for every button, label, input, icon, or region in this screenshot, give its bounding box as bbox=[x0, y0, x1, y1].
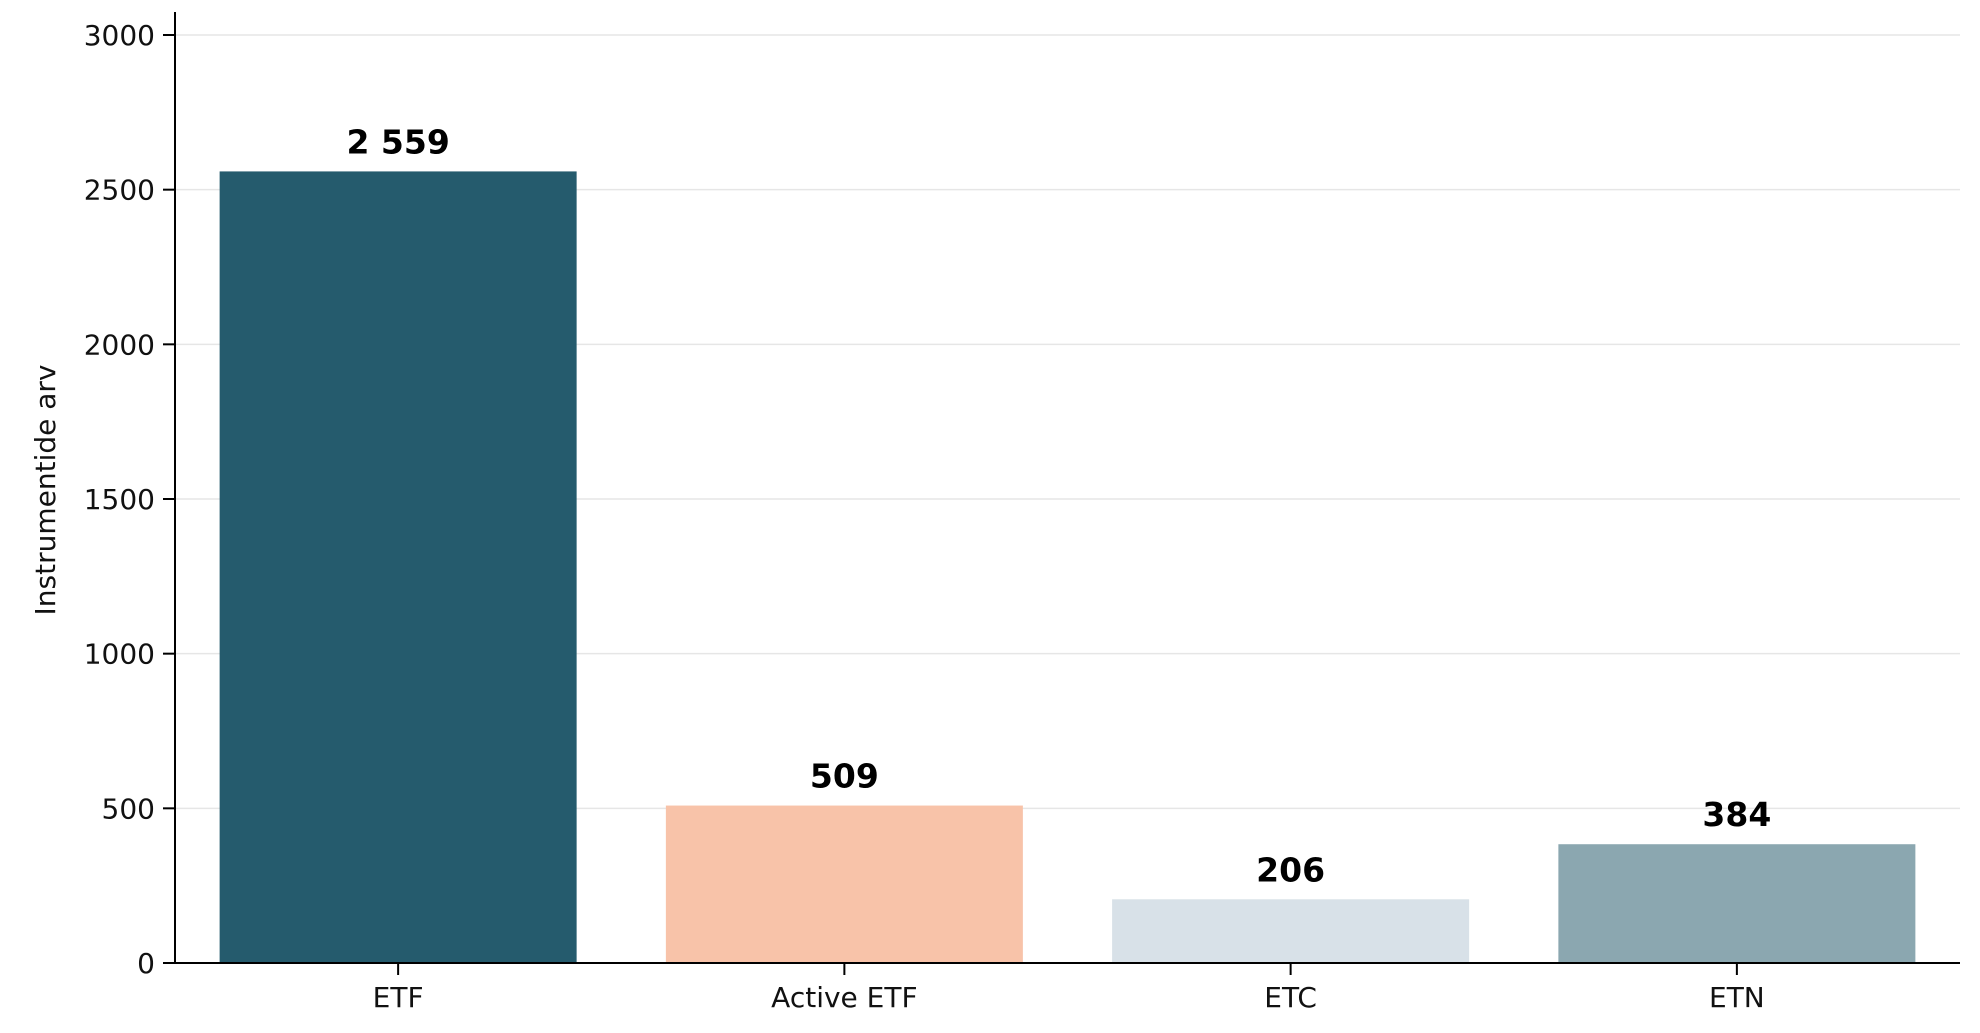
y-tick-label: 2000 bbox=[84, 328, 155, 361]
y-tick-label: 3000 bbox=[84, 19, 155, 52]
y-tick-label: 1000 bbox=[84, 638, 155, 671]
bars bbox=[219, 171, 1916, 963]
axes: 0 500 1000 1500 2000 2500 3000 ETF Active ETF ETC… bbox=[84, 12, 1960, 1014]
value-labels: 2 559 509 206 384 bbox=[346, 122, 1771, 889]
bar-etf bbox=[219, 171, 577, 963]
y-tick-label: 0 bbox=[137, 947, 155, 980]
y-tick-label: 500 bbox=[102, 792, 155, 825]
value-label: 2 559 bbox=[346, 122, 449, 161]
value-label: 384 bbox=[1702, 795, 1771, 834]
value-label: 509 bbox=[810, 757, 879, 796]
bar-active-etf bbox=[665, 805, 1023, 963]
x-tick-label: ETN bbox=[1709, 981, 1765, 1014]
y-tick-label: 1500 bbox=[84, 483, 155, 516]
value-label: 206 bbox=[1256, 850, 1325, 889]
bar-etc bbox=[1112, 899, 1470, 963]
x-tick-label: ETF bbox=[373, 981, 424, 1014]
y-tick-label: 2500 bbox=[84, 174, 155, 207]
y-axis-title: Instrumentide arv bbox=[29, 365, 62, 616]
bar-etn bbox=[1558, 844, 1916, 963]
x-tick-label: Active ETF bbox=[771, 981, 917, 1014]
x-tick-label: ETC bbox=[1264, 981, 1317, 1014]
